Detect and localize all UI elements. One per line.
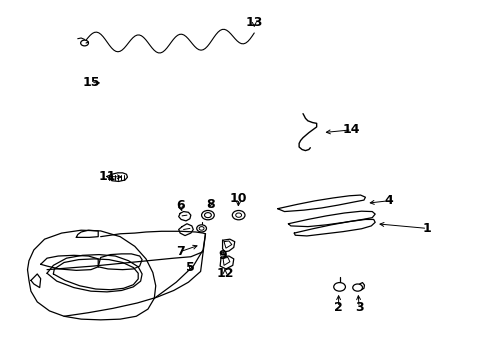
Text: 15: 15 (82, 76, 100, 89)
Text: 4: 4 (383, 194, 392, 207)
Text: 7: 7 (175, 245, 184, 258)
Text: 12: 12 (216, 267, 233, 280)
Text: 5: 5 (186, 261, 195, 274)
Text: 1: 1 (422, 222, 431, 235)
Text: 10: 10 (229, 192, 247, 205)
Text: 6: 6 (176, 199, 184, 212)
Text: 9: 9 (218, 249, 226, 262)
Text: 8: 8 (205, 198, 214, 211)
Text: 2: 2 (334, 301, 342, 314)
Text: 13: 13 (245, 16, 263, 29)
Text: 11: 11 (98, 170, 116, 183)
Text: 3: 3 (354, 301, 363, 314)
Text: 14: 14 (342, 123, 360, 136)
